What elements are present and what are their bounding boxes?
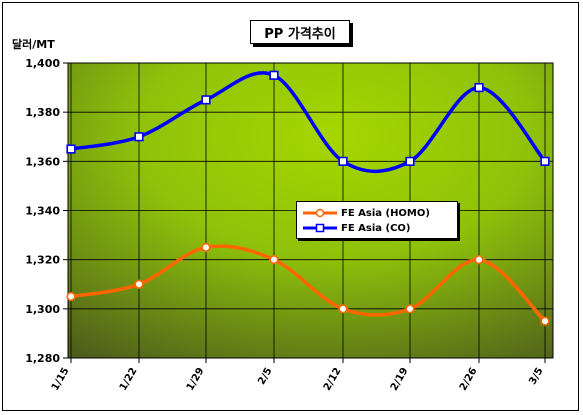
data-point-co — [201, 95, 211, 105]
y-tick-label: 1,340 — [25, 205, 60, 218]
legend-swatch-homo — [303, 207, 337, 219]
chart-title: PP 가격추이 — [250, 20, 350, 44]
y-axis-label: 달러/MT — [12, 38, 55, 51]
legend-swatch-co — [303, 222, 337, 234]
legend-label-co: FE Asia (CO) — [341, 222, 411, 234]
data-point-co — [269, 70, 279, 80]
y-tick-label: 1,400 — [25, 57, 60, 70]
y-tick-label: 1,320 — [25, 254, 60, 267]
data-point-homo — [405, 304, 415, 314]
data-point-co — [405, 156, 415, 166]
x-tick-label: 2/26 — [458, 366, 480, 393]
data-point-homo — [474, 255, 484, 265]
data-point-homo — [66, 291, 76, 302]
y-tick-label: 1,300 — [25, 303, 60, 316]
x-tick-label: 1/29 — [185, 366, 207, 393]
x-tick-label: 2/5 — [256, 366, 274, 387]
y-tick-label: 1,380 — [25, 106, 60, 119]
data-point-co — [338, 156, 348, 166]
data-point-homo — [269, 255, 279, 265]
y-tick-label: 1,280 — [25, 352, 60, 365]
data-point-co — [66, 144, 76, 154]
x-tick-label: 1/22 — [118, 366, 140, 393]
x-tick-label: 2/19 — [389, 366, 411, 393]
data-point-co — [540, 156, 550, 166]
data-point-co — [474, 82, 484, 93]
legend: FE Asia (HOMO) FE Asia (CO) — [296, 201, 458, 239]
legend-item-homo: FE Asia (HOMO) — [303, 206, 430, 220]
data-point-homo — [540, 316, 550, 326]
data-point-homo — [134, 279, 144, 289]
data-point-homo — [338, 304, 348, 314]
series-layer — [66, 70, 550, 326]
legend-label-homo: FE Asia (HOMO) — [341, 207, 430, 219]
x-tick-label: 1/15 — [50, 366, 72, 393]
x-tick-label: 2/12 — [322, 366, 344, 393]
data-point-homo — [201, 242, 211, 252]
data-point-co — [134, 132, 144, 142]
legend-item-co: FE Asia (CO) — [303, 221, 410, 235]
y-tick-label: 1,360 — [25, 155, 60, 168]
x-tick-label: 3/5 — [527, 366, 545, 387]
